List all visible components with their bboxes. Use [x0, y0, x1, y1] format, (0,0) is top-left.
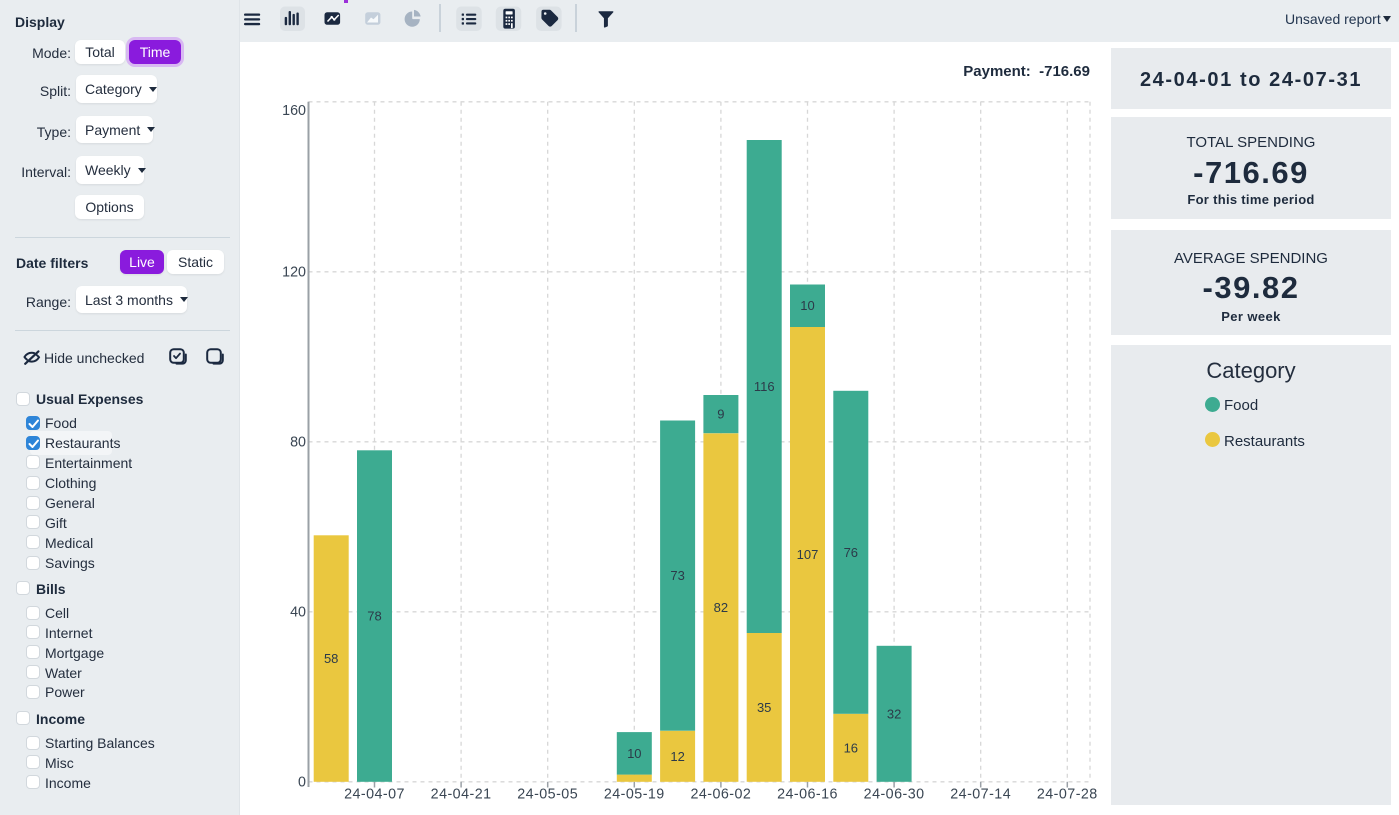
svg-text:107: 107	[797, 547, 819, 562]
svg-text:0: 0	[298, 774, 306, 790]
svg-text:73: 73	[670, 568, 684, 583]
svg-text:35: 35	[757, 700, 771, 715]
svg-text:76: 76	[844, 545, 858, 560]
svg-text:24-06-02: 24-06-02	[690, 787, 751, 803]
svg-text:120: 120	[282, 264, 306, 280]
svg-text:24-07-28: 24-07-28	[1037, 787, 1098, 803]
svg-text:40: 40	[290, 604, 306, 620]
svg-text:24-04-21: 24-04-21	[431, 787, 492, 803]
svg-text:16: 16	[844, 740, 858, 755]
svg-text:24-06-16: 24-06-16	[777, 787, 838, 803]
svg-text:78: 78	[367, 609, 381, 624]
svg-text:12: 12	[670, 749, 684, 764]
svg-text:32: 32	[887, 706, 901, 721]
svg-text:24-04-07: 24-04-07	[344, 787, 405, 803]
svg-text:24-05-05: 24-05-05	[517, 787, 578, 803]
svg-text:80: 80	[290, 434, 306, 450]
svg-text:9: 9	[717, 407, 724, 422]
svg-text:24-05-19: 24-05-19	[604, 787, 665, 803]
svg-text:82: 82	[714, 600, 728, 615]
svg-text:58: 58	[324, 651, 338, 666]
svg-text:24-06-30: 24-06-30	[864, 787, 925, 803]
svg-text:160: 160	[282, 103, 306, 119]
svg-text:116: 116	[754, 379, 775, 394]
svg-text:24-07-14: 24-07-14	[950, 787, 1011, 803]
svg-text:10: 10	[800, 298, 814, 313]
svg-text:10: 10	[627, 746, 641, 761]
